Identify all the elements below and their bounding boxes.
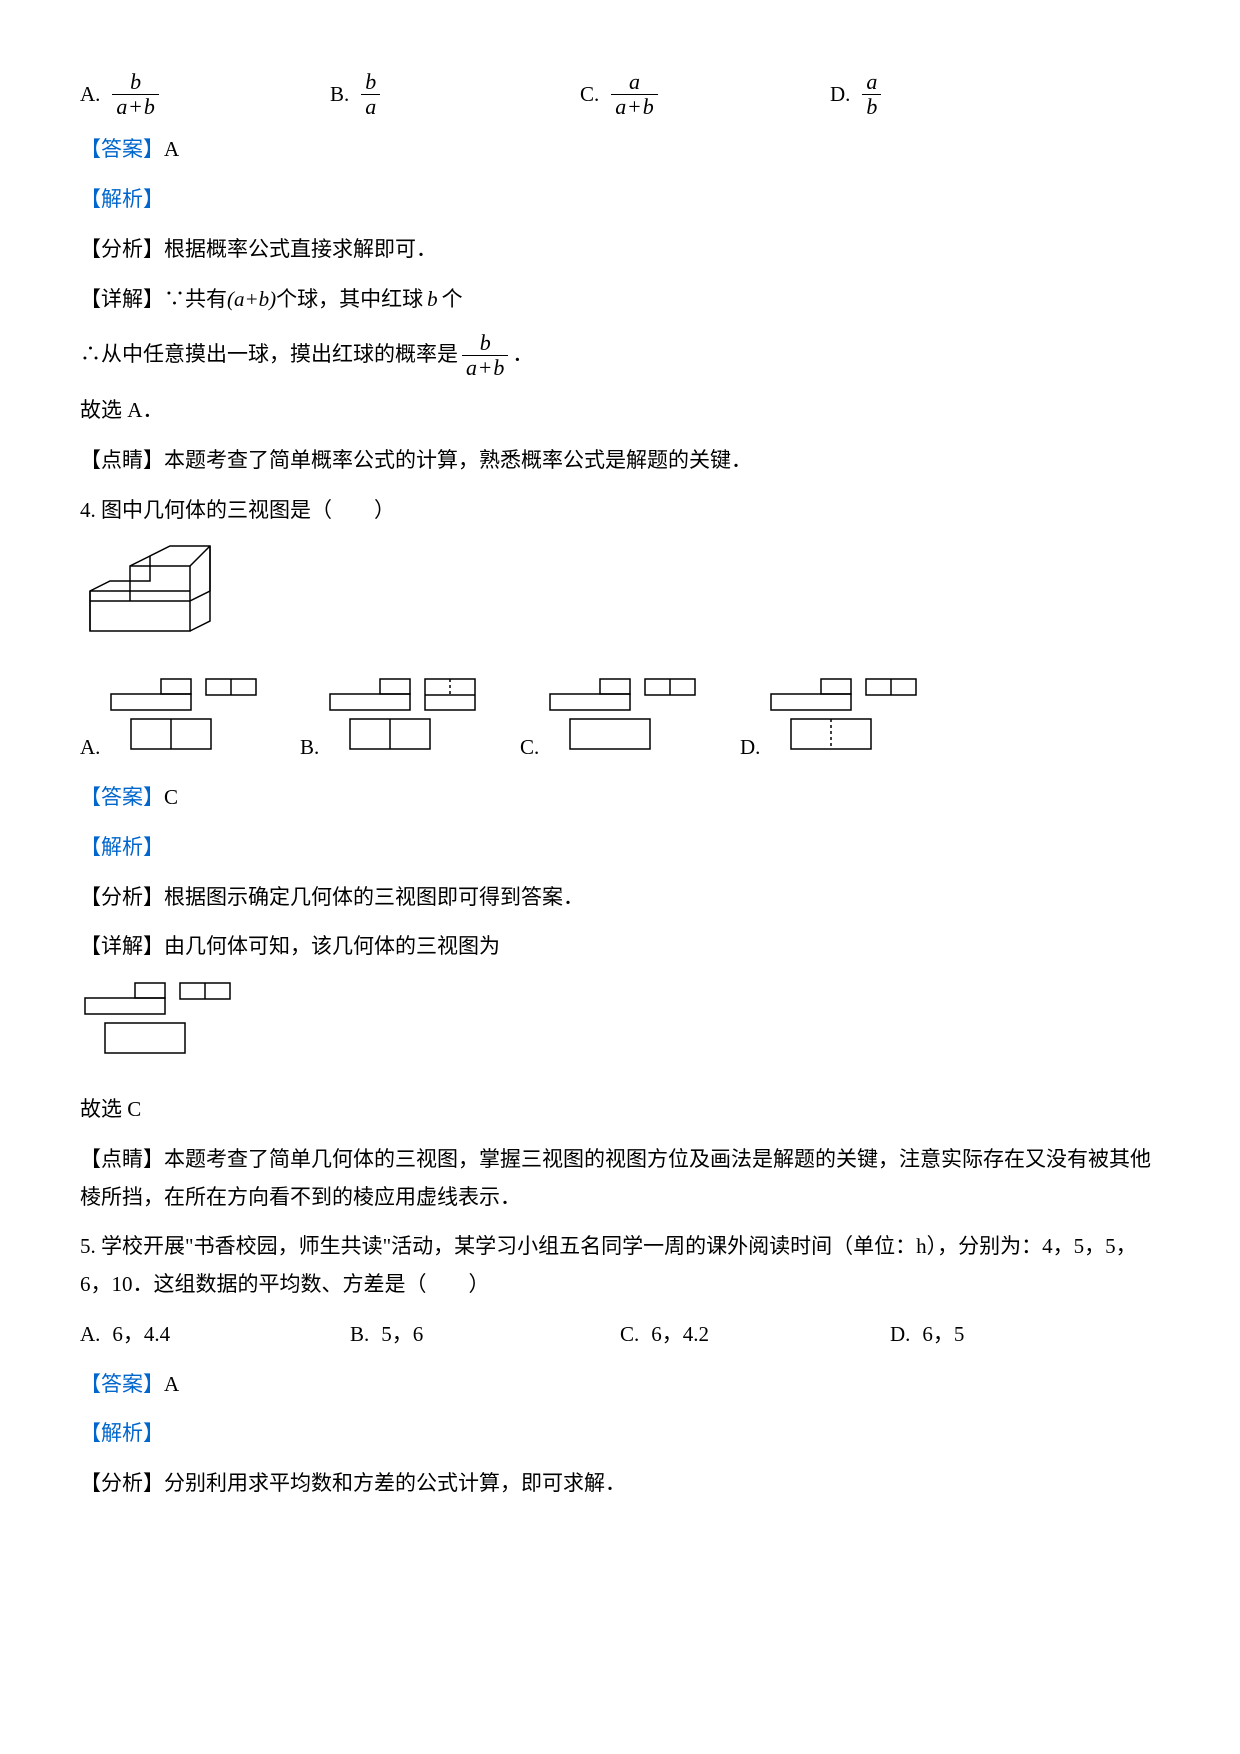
option-label: A. (80, 729, 100, 767)
fraction-a: b a+b (112, 70, 158, 119)
three-view-answer-icon (80, 978, 240, 1058)
answer-label: 【答案】 (80, 785, 164, 809)
three-view-a-icon (106, 674, 266, 767)
q5-options-row: A. 6，4.4 B. 5，6 C. 6，4.2 D. 6，5 (80, 1316, 1160, 1354)
answer-value: C (164, 785, 178, 809)
q3-option-d: D. a b (830, 70, 881, 119)
q5-option-c: C. 6，4.2 (620, 1316, 840, 1354)
answer-value: A (164, 137, 179, 161)
q3-options-row: A. b a+b B. b a C. a a+b D. a b (80, 70, 1160, 119)
q4-fenxi: 【分析】根据图示确定几何体的三视图即可得到答案． (80, 879, 1160, 917)
three-view-d-icon (766, 674, 926, 767)
q3-xiangjie-line2: ∴从中任意摸出一球，摸出红球的概率是 b a+b ． (80, 331, 1160, 380)
option-label-d: D. (830, 76, 850, 114)
q5-analysis-label: 【解析】 (80, 1415, 1160, 1453)
q4-guxuan: 故选 C (80, 1091, 1160, 1129)
q3-option-c: C. a a+b (580, 70, 780, 119)
option-label-b: B. (330, 76, 349, 114)
q4-xiangjie: 【详解】由几何体可知，该几何体的三视图为 (80, 928, 1160, 966)
q3-answer: 【答案】A (80, 131, 1160, 169)
option-label: D. (890, 1316, 910, 1354)
option-label-c: C. (580, 76, 599, 114)
q4-analysis-label: 【解析】 (80, 829, 1160, 867)
q3-fenxi: 【分析】根据概率公式直接求解即可． (80, 231, 1160, 269)
option-text: 6，4.2 (651, 1316, 709, 1354)
option-text: 6，4.4 (112, 1316, 170, 1354)
q4-answer-figure (80, 978, 1160, 1071)
answer-value: A (164, 1372, 179, 1396)
q5-answer: 【答案】A (80, 1366, 1160, 1404)
q4-options-row: A. B. (80, 674, 1160, 767)
q4-option-c: C. (520, 674, 740, 767)
q5-option-a: A. 6，4.4 (80, 1316, 300, 1354)
three-view-c-icon (545, 674, 705, 767)
answer-label: 【答案】 (80, 1372, 164, 1396)
option-label: B. (350, 1316, 369, 1354)
q4-answer: 【答案】C (80, 779, 1160, 817)
q4-stem: 4. 图中几何体的三视图是（ ） (80, 492, 1160, 530)
q3-analysis-label: 【解析】 (80, 181, 1160, 219)
fraction-c: a a+b (611, 70, 657, 119)
isometric-solid-icon (80, 541, 220, 641)
three-view-b-icon (325, 674, 485, 767)
q4-solid-figure (80, 541, 1160, 654)
q4-option-b: B. (300, 674, 520, 767)
q4-option-a: A. (80, 674, 300, 767)
q5-option-b: B. 5，6 (350, 1316, 570, 1354)
option-label: B. (300, 729, 319, 767)
q4-option-d: D. (740, 674, 926, 767)
option-label: D. (740, 729, 760, 767)
q5-option-d: D. 6，5 (890, 1316, 964, 1354)
answer-label: 【答案】 (80, 137, 164, 161)
option-label-a: A. (80, 76, 100, 114)
q3-option-b: B. b a (330, 70, 530, 119)
option-label: C. (620, 1316, 639, 1354)
option-label: C. (520, 729, 539, 767)
fraction-d: a b (862, 70, 881, 119)
q3-option-a: A. b a+b (80, 70, 280, 119)
q3-guxuan: 故选 A． (80, 392, 1160, 430)
q4-dianjing: 【点睛】本题考查了简单几何体的三视图，掌握三视图的视图方位及画法是解题的关键，注… (80, 1141, 1160, 1217)
q5-stem: 5. 学校开展"书香校园，师生共读"活动，某学习小组五名同学一周的课外阅读时间（… (80, 1228, 1160, 1304)
q3-dianjing: 【点睛】本题考查了简单概率公式的计算，熟悉概率公式是解题的关键． (80, 442, 1160, 480)
prob-fraction: b a+b (462, 331, 508, 380)
q5-fenxi: 【分析】分别利用求平均数和方差的公式计算，即可求解． (80, 1465, 1160, 1503)
option-text: 6，5 (922, 1316, 964, 1354)
option-label: A. (80, 1316, 100, 1354)
fraction-b: b a (361, 70, 380, 119)
q3-xiangjie-line1: 【详解】∵共有 (a+b) 个球，其中红球 b 个 (80, 281, 1160, 319)
option-text: 5，6 (381, 1316, 423, 1354)
